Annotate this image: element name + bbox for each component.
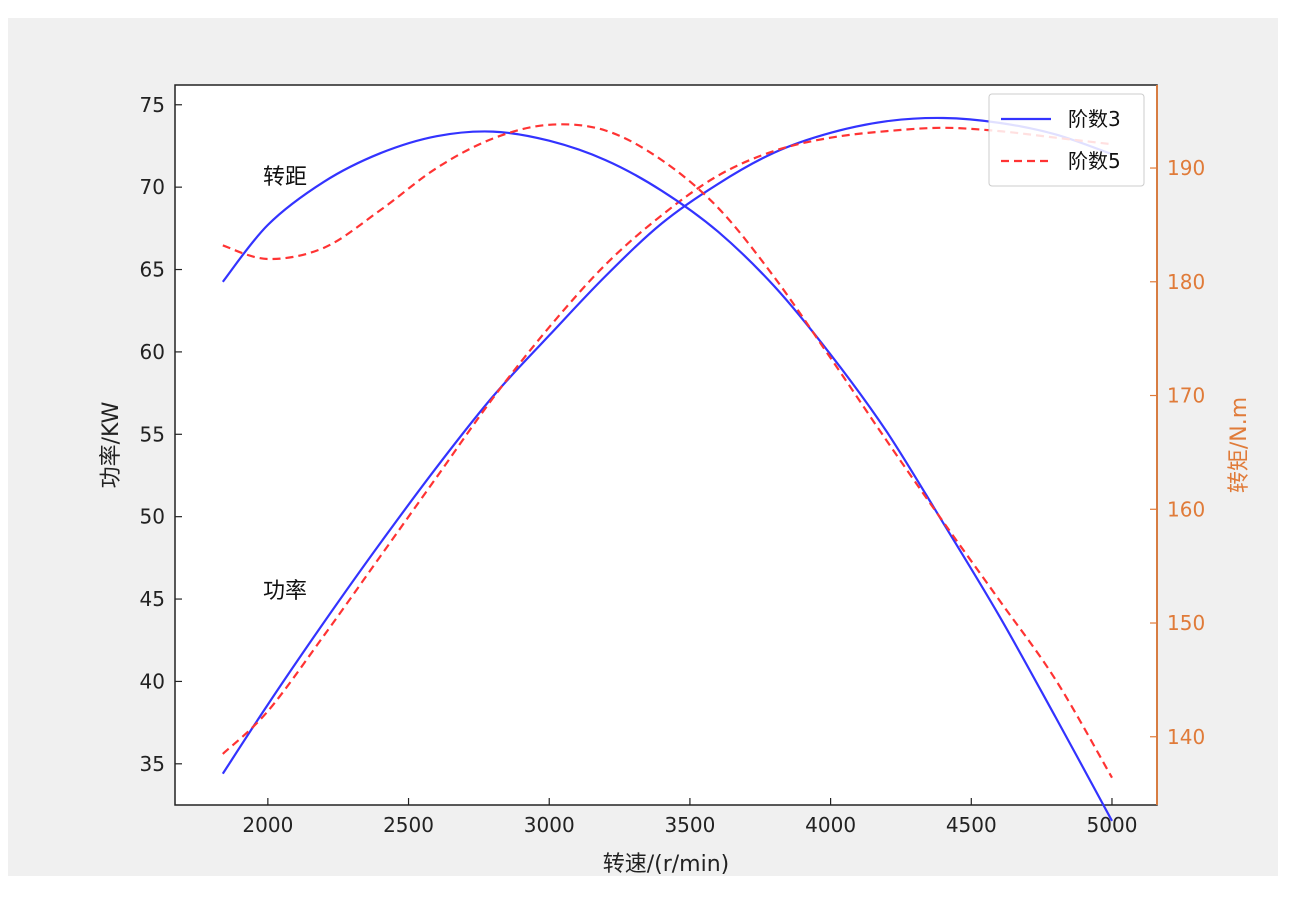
plot-area xyxy=(174,84,1158,806)
legend-box xyxy=(988,93,1145,187)
y-left-tick-label: 35 xyxy=(140,752,165,776)
y-left-axis-title: 功率/KW xyxy=(99,401,124,488)
y-left-tick-label: 40 xyxy=(140,669,165,693)
series-line-power-order3 xyxy=(221,116,1113,775)
x-tick-label: 5000 xyxy=(1087,813,1138,837)
y-left-tick-label: 50 xyxy=(140,505,165,529)
legend-label-order3: 阶数3 xyxy=(1068,107,1121,131)
y-right-axis-title: 转矩/N.m xyxy=(1227,397,1252,493)
x-tick-label: 4000 xyxy=(805,813,856,837)
line-chart: 2000 2500 3000 3500 4000 4500 5000 35 40 45 50 55 6… xyxy=(99,84,1252,876)
x-tick-label: 2000 xyxy=(242,813,293,837)
y-right-tick-label: 180 xyxy=(1167,270,1205,294)
series-line-torque-order3 xyxy=(221,130,1113,822)
series-layer xyxy=(221,116,1113,822)
x-tick-label: 4500 xyxy=(946,813,997,837)
figure-frame: 2000 2500 3000 3500 4000 4500 5000 35 40 45 50 55 6… xyxy=(8,18,1278,876)
x-axis-title: 转速/(r/min) xyxy=(603,852,730,876)
y-right-tick-label: 140 xyxy=(1167,725,1205,749)
y-right-tick-label: 160 xyxy=(1167,497,1205,521)
y-left-tick-label: 60 xyxy=(140,340,165,364)
y-right-tick-label: 190 xyxy=(1167,156,1205,180)
y-left-tick-label: 45 xyxy=(140,587,165,611)
annotation-power: 功率 xyxy=(263,579,307,604)
x-tick-label: 2500 xyxy=(383,813,434,837)
y-left-axis-ticks: 35 40 45 50 55 60 65 70 75 xyxy=(140,93,182,776)
y-left-tick-label: 55 xyxy=(140,422,165,446)
y-left-tick-label: 75 xyxy=(140,93,165,117)
y-right-axis-ticks: 140 150 160 170 180 190 xyxy=(1150,156,1205,749)
y-right-tick-label: 150 xyxy=(1167,611,1205,635)
y-left-tick-label: 65 xyxy=(140,258,165,282)
annotation-torque: 转距 xyxy=(263,165,307,190)
series-line-torque-order5 xyxy=(222,123,1113,779)
y-left-tick-label: 70 xyxy=(140,175,165,199)
legend-label-order5: 阶数5 xyxy=(1068,149,1121,173)
y-right-tick-label: 170 xyxy=(1167,384,1205,408)
series-line-power-order5 xyxy=(222,126,1113,755)
x-axis-ticks: 2000 2500 3000 3500 4000 4500 5000 xyxy=(242,798,1137,837)
x-tick-label: 3000 xyxy=(524,813,575,837)
legend: 阶数3 阶数5 xyxy=(988,93,1145,187)
x-tick-label: 3500 xyxy=(664,813,715,837)
